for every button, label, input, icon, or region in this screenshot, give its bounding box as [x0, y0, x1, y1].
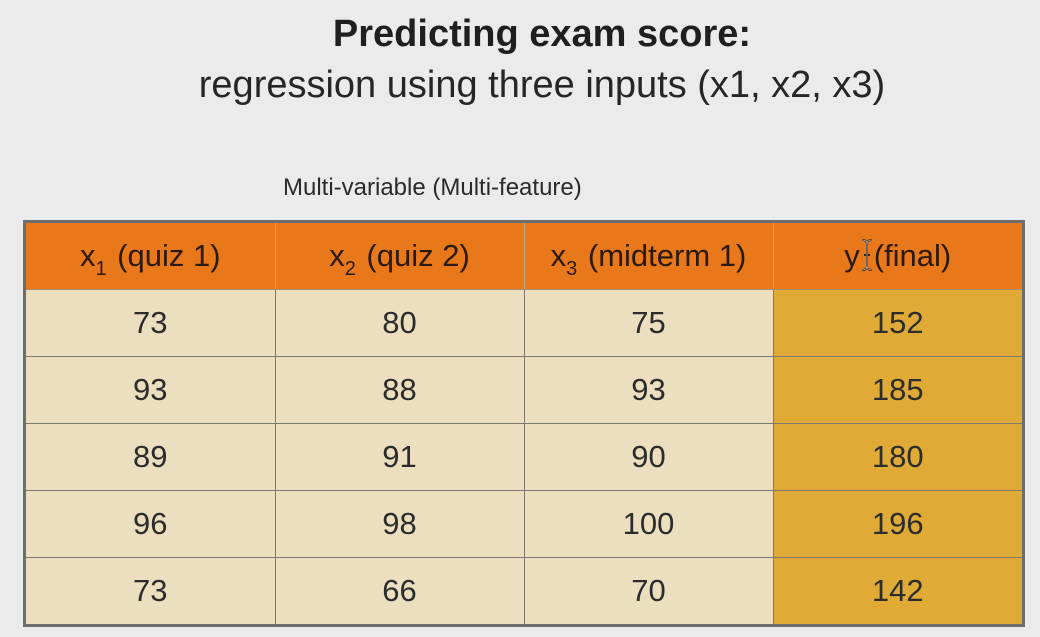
table-row: 89 91 90 180 — [26, 423, 1022, 491]
cell-x2: 98 — [275, 490, 525, 558]
header-y-label: (final) — [873, 237, 952, 273]
table-row: 96 98 100 196 — [26, 490, 1022, 558]
table-header-row: x1 (quiz 1) x2 (quiz 2) x3 (midterm 1) y… — [26, 223, 1022, 290]
header-x1-sub: 1 — [95, 258, 107, 280]
cell-x3: 70 — [524, 557, 774, 624]
header-y: y (final) — [773, 223, 1022, 290]
header-x3: x3 (midterm 1) — [524, 223, 774, 290]
header-x1-var: x — [79, 238, 96, 273]
slide-title: Predicting exam score: — [332, 13, 752, 55]
cell-x1: 93 — [26, 356, 276, 424]
cell-x1: 89 — [26, 423, 276, 491]
cell-x2: 91 — [275, 423, 525, 491]
table-row: 93 88 93 185 — [26, 356, 1022, 424]
text-cursor-icon — [860, 238, 874, 272]
cell-x1: 73 — [26, 289, 276, 357]
header-x2-label: (quiz 2) — [357, 238, 470, 273]
cell-y: 185 — [773, 356, 1022, 424]
data-table: x1 (quiz 1) x2 (quiz 2) x3 (midterm 1) y… — [26, 223, 1022, 624]
cell-x2: 80 — [275, 289, 525, 357]
cell-x3: 93 — [524, 356, 774, 424]
header-y-var: y — [844, 237, 860, 273]
table-row: 73 66 70 142 — [26, 557, 1022, 624]
cell-x3: 100 — [524, 490, 774, 558]
header-x2: x2 (quiz 2) — [275, 223, 525, 290]
table-caption: Multi-variable (Multi-feature) — [283, 174, 582, 201]
cell-x2: 66 — [275, 557, 525, 624]
header-x2-var: x — [329, 238, 345, 273]
cell-y: 180 — [773, 423, 1022, 491]
cell-y: 142 — [773, 557, 1022, 624]
header-x3-var: x — [550, 238, 567, 273]
data-table-frame: x1 (quiz 1) x2 (quiz 2) x3 (midterm 1) y… — [23, 220, 1025, 627]
cell-x3: 90 — [524, 423, 774, 491]
cell-x2: 88 — [275, 356, 525, 424]
header-x1-label: (quiz 1) — [108, 238, 221, 273]
slide-subtitle: regression using three inputs (x1, x2, x… — [198, 64, 886, 106]
header-x3-label: (midterm 1) — [579, 238, 747, 273]
table-row: 73 80 75 152 — [26, 289, 1022, 357]
header-x2-sub: 2 — [344, 258, 356, 280]
cell-x3: 75 — [524, 289, 774, 357]
cell-y: 196 — [773, 490, 1022, 558]
cell-x1: 73 — [26, 557, 276, 624]
cell-x1: 96 — [26, 490, 276, 558]
header-x1: x1 (quiz 1) — [26, 223, 276, 290]
cell-y: 152 — [773, 289, 1022, 357]
header-x3-sub: 3 — [566, 258, 578, 280]
